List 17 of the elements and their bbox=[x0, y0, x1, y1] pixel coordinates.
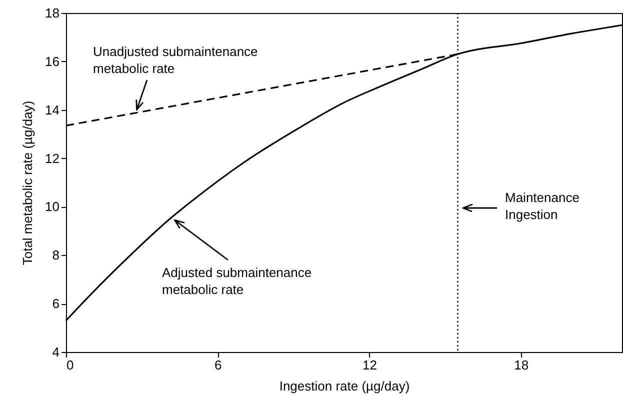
annotation: Adjusted submaintenance metabolic rate bbox=[162, 265, 312, 297]
y-tick-label: 4 bbox=[52, 344, 60, 360]
y-tick-label: 16 bbox=[45, 54, 60, 69]
y-axis-title: Total metabolic rate (µg/day) bbox=[20, 100, 36, 266]
x-tick-label: 6 bbox=[214, 358, 222, 372]
y-tick-label: 12 bbox=[45, 150, 60, 166]
x-axis-title: Ingestion rate (µg/day) bbox=[279, 378, 410, 394]
y-tick-label: 18 bbox=[45, 6, 60, 20]
y-tick-label: 6 bbox=[52, 296, 60, 312]
y-tick-label: 10 bbox=[45, 199, 60, 214]
x-tick-label: 18 bbox=[514, 358, 529, 372]
annotation: Unadjusted submaintenance metabolic rate bbox=[93, 44, 258, 76]
y-tick-label: 14 bbox=[45, 102, 60, 118]
x-tick-label: 12 bbox=[362, 358, 378, 372]
x-tick-label: 0 bbox=[66, 358, 74, 372]
y-tick-label: 8 bbox=[52, 248, 60, 263]
annotation: Maintenance Ingestion bbox=[505, 190, 580, 222]
